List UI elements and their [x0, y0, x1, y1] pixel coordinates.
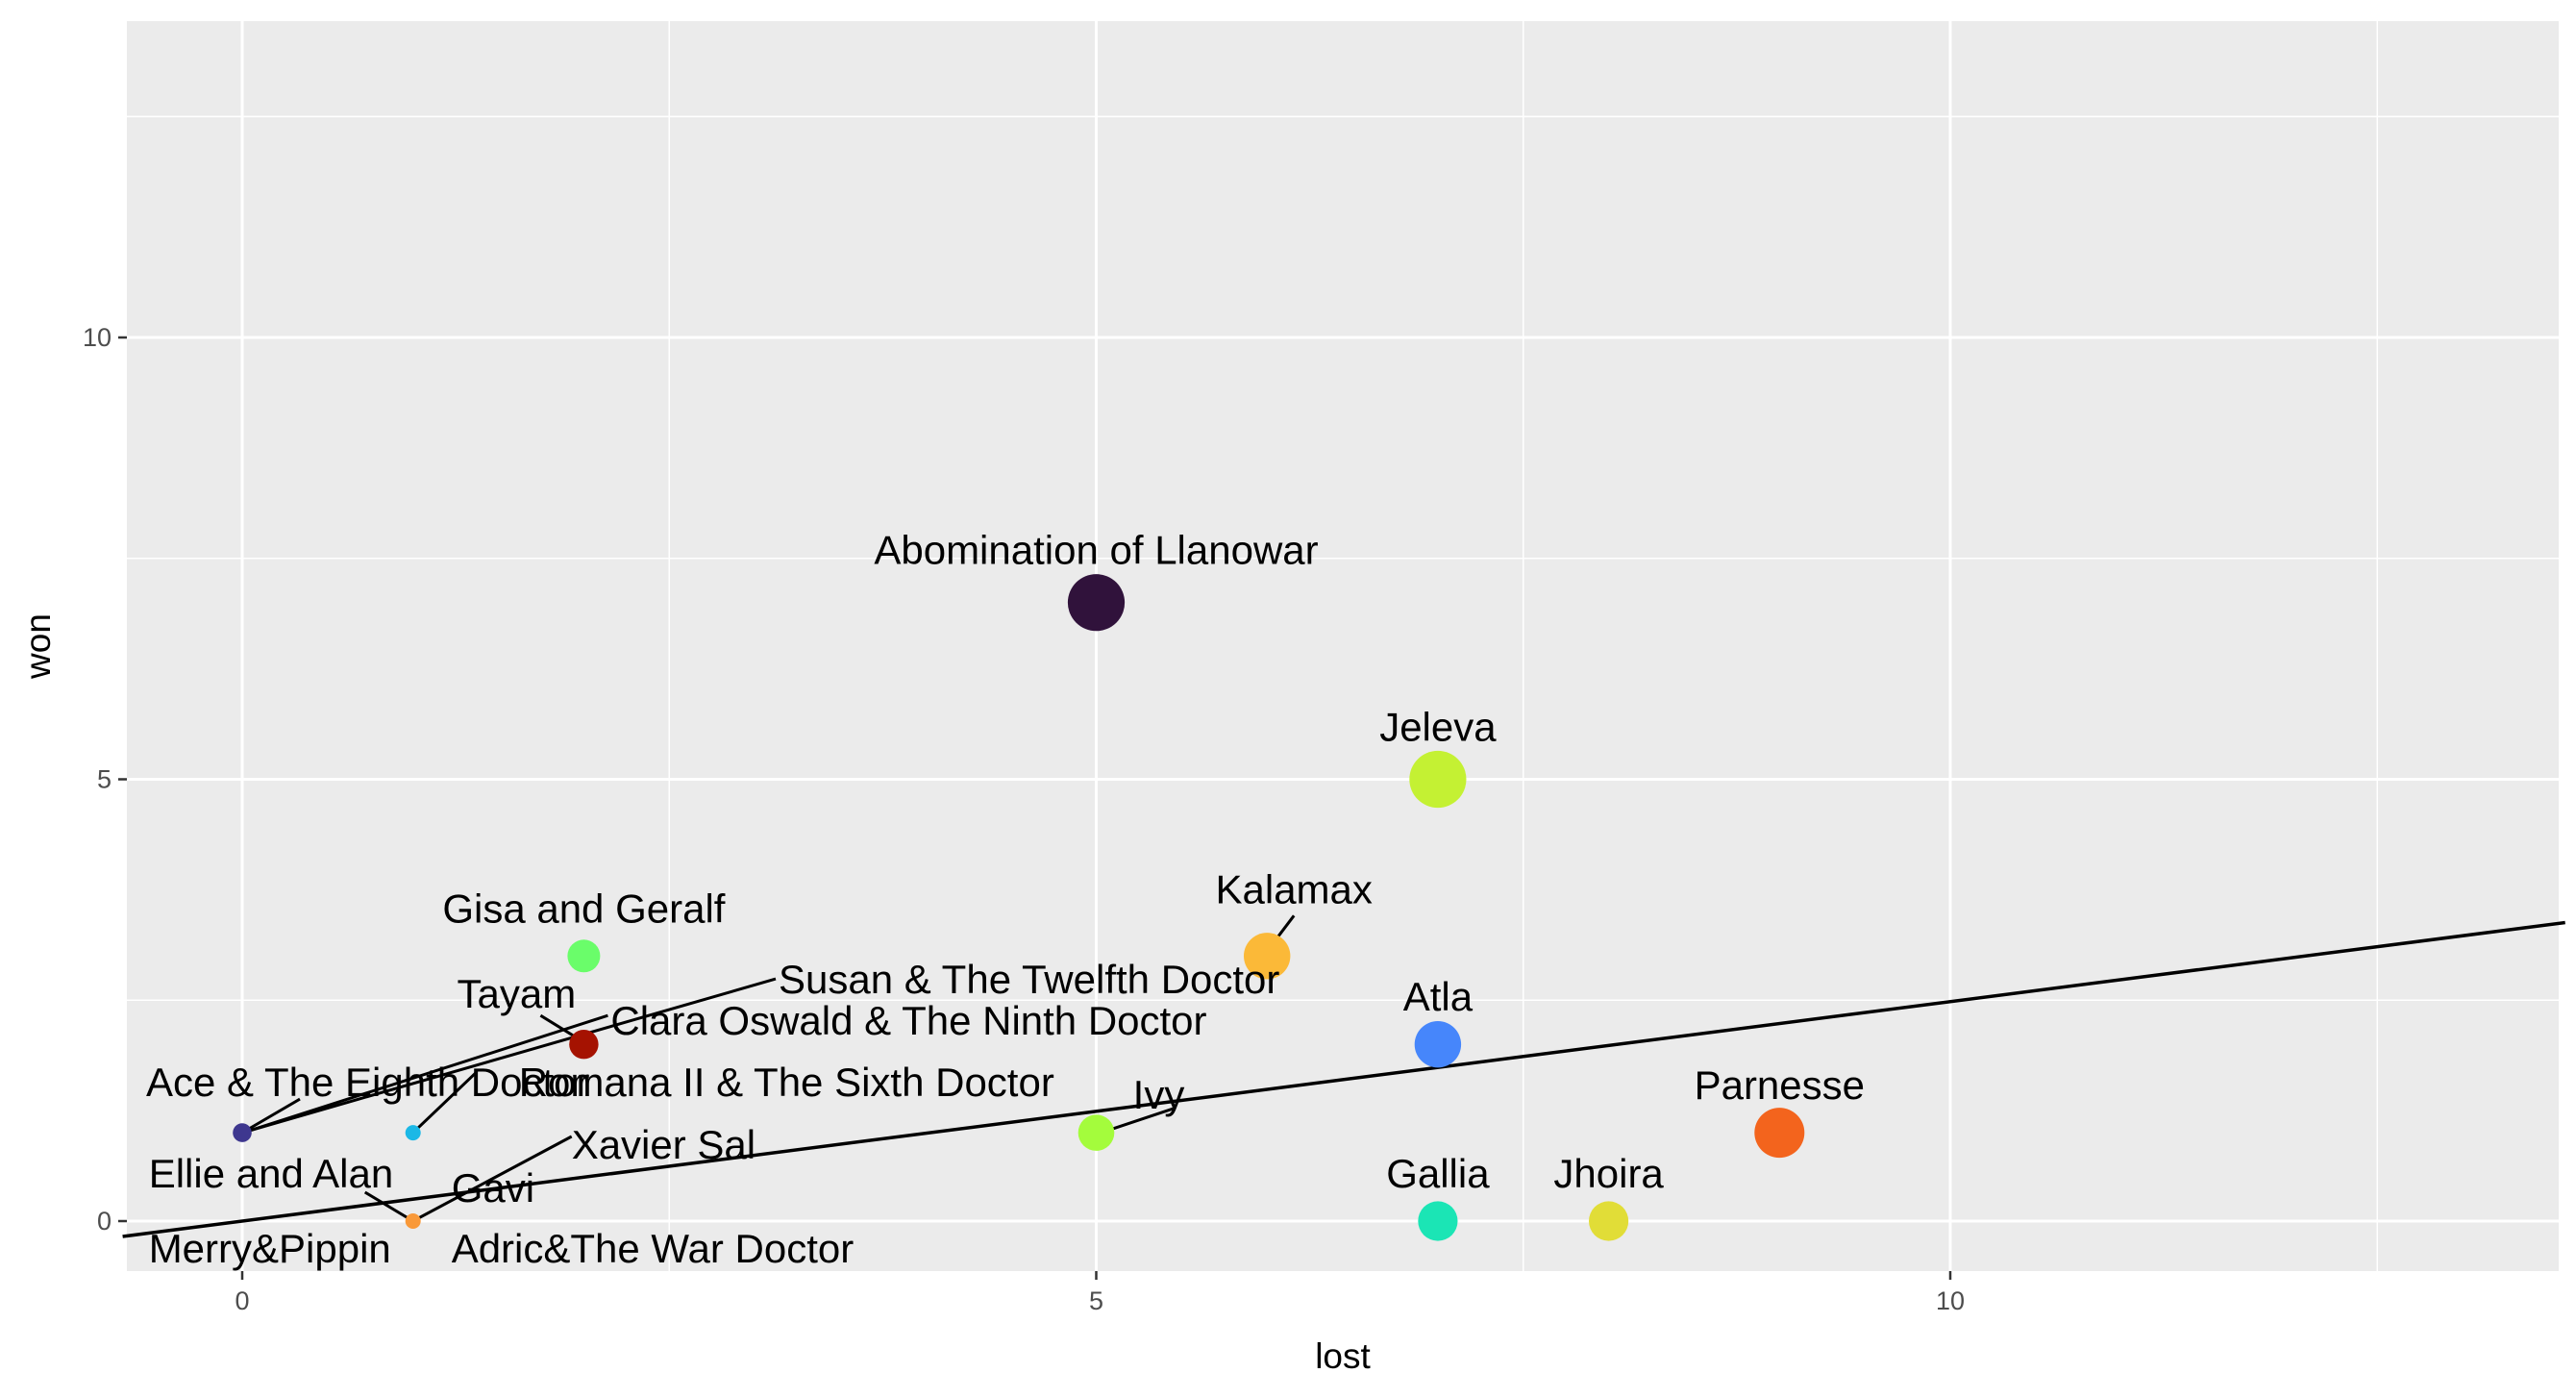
data-point [1077, 1114, 1115, 1151]
y-tick-label: 10 [83, 323, 111, 352]
point-label: Merry&Pippin [149, 1226, 391, 1271]
data-point [567, 939, 601, 973]
y-tick-label: 0 [97, 1207, 111, 1236]
data-point [405, 1125, 421, 1141]
label-connector [241, 977, 777, 1135]
point-label: Tayam [458, 971, 577, 1016]
x-tick-label: 10 [1936, 1286, 1965, 1315]
point-label: Xavier Sal [572, 1122, 755, 1167]
data-point [1244, 933, 1291, 980]
point-label: Ivy [1133, 1072, 1185, 1117]
label-connector [241, 1013, 608, 1135]
point-label: Parnesse [1695, 1062, 1865, 1108]
x-axis: 0 5 10 [235, 1271, 1965, 1315]
point-label: Susan & The Twelfth Doctor [779, 957, 1279, 1002]
label-connector [241, 1097, 301, 1135]
data-point [1409, 750, 1467, 809]
data-point [1414, 1021, 1462, 1068]
label-connector [539, 1013, 580, 1040]
x-tick-label: 0 [235, 1286, 249, 1315]
trend-line [122, 920, 2565, 1238]
point-label: Gisa and Geralf [442, 886, 725, 931]
data-point [1589, 1201, 1629, 1241]
minor-gridlines [127, 21, 2559, 1271]
data-point [1067, 574, 1126, 632]
data-points [233, 574, 1805, 1241]
point-label: Jeleva [1379, 705, 1497, 750]
x-axis-title: lost [1315, 1336, 1371, 1376]
point-label: Ace & The Eighth Doctor [146, 1060, 589, 1105]
data-point [233, 1123, 252, 1142]
label-connector [363, 1190, 414, 1223]
plot-panel [127, 21, 2559, 1271]
point-label: Romana II & The Sixth Doctor [519, 1060, 1054, 1105]
point-label: Jhoira [1553, 1151, 1664, 1196]
point-label: Adric&The War Doctor [452, 1226, 855, 1271]
data-point [405, 1213, 421, 1229]
point-labels: Abomination of Llanowar Jeleva Kalamax Gisa… [146, 528, 1865, 1271]
point-label: Gallia [1386, 1151, 1490, 1196]
label-connector [411, 1135, 573, 1223]
y-axis: 0 5 10 [83, 323, 127, 1236]
x-tick-label: 5 [1089, 1286, 1103, 1315]
point-label: Abomination of Llanowar [874, 528, 1318, 573]
data-point [569, 1030, 599, 1060]
data-point [1754, 1108, 1805, 1159]
major-gridlines [127, 21, 2559, 1271]
label-connector [411, 1072, 477, 1135]
point-label: Gavi [452, 1165, 534, 1211]
y-tick-label: 5 [97, 765, 111, 794]
label-connectors [241, 914, 1296, 1223]
point-label: Kalamax [1215, 866, 1372, 911]
point-label: Clara Oswald & The Ninth Doctor [610, 998, 1206, 1043]
point-label: Atla [1403, 974, 1474, 1019]
point-label: Ellie and Alan [149, 1151, 394, 1196]
data-point [1418, 1201, 1458, 1241]
y-axis-title: won [18, 613, 58, 680]
